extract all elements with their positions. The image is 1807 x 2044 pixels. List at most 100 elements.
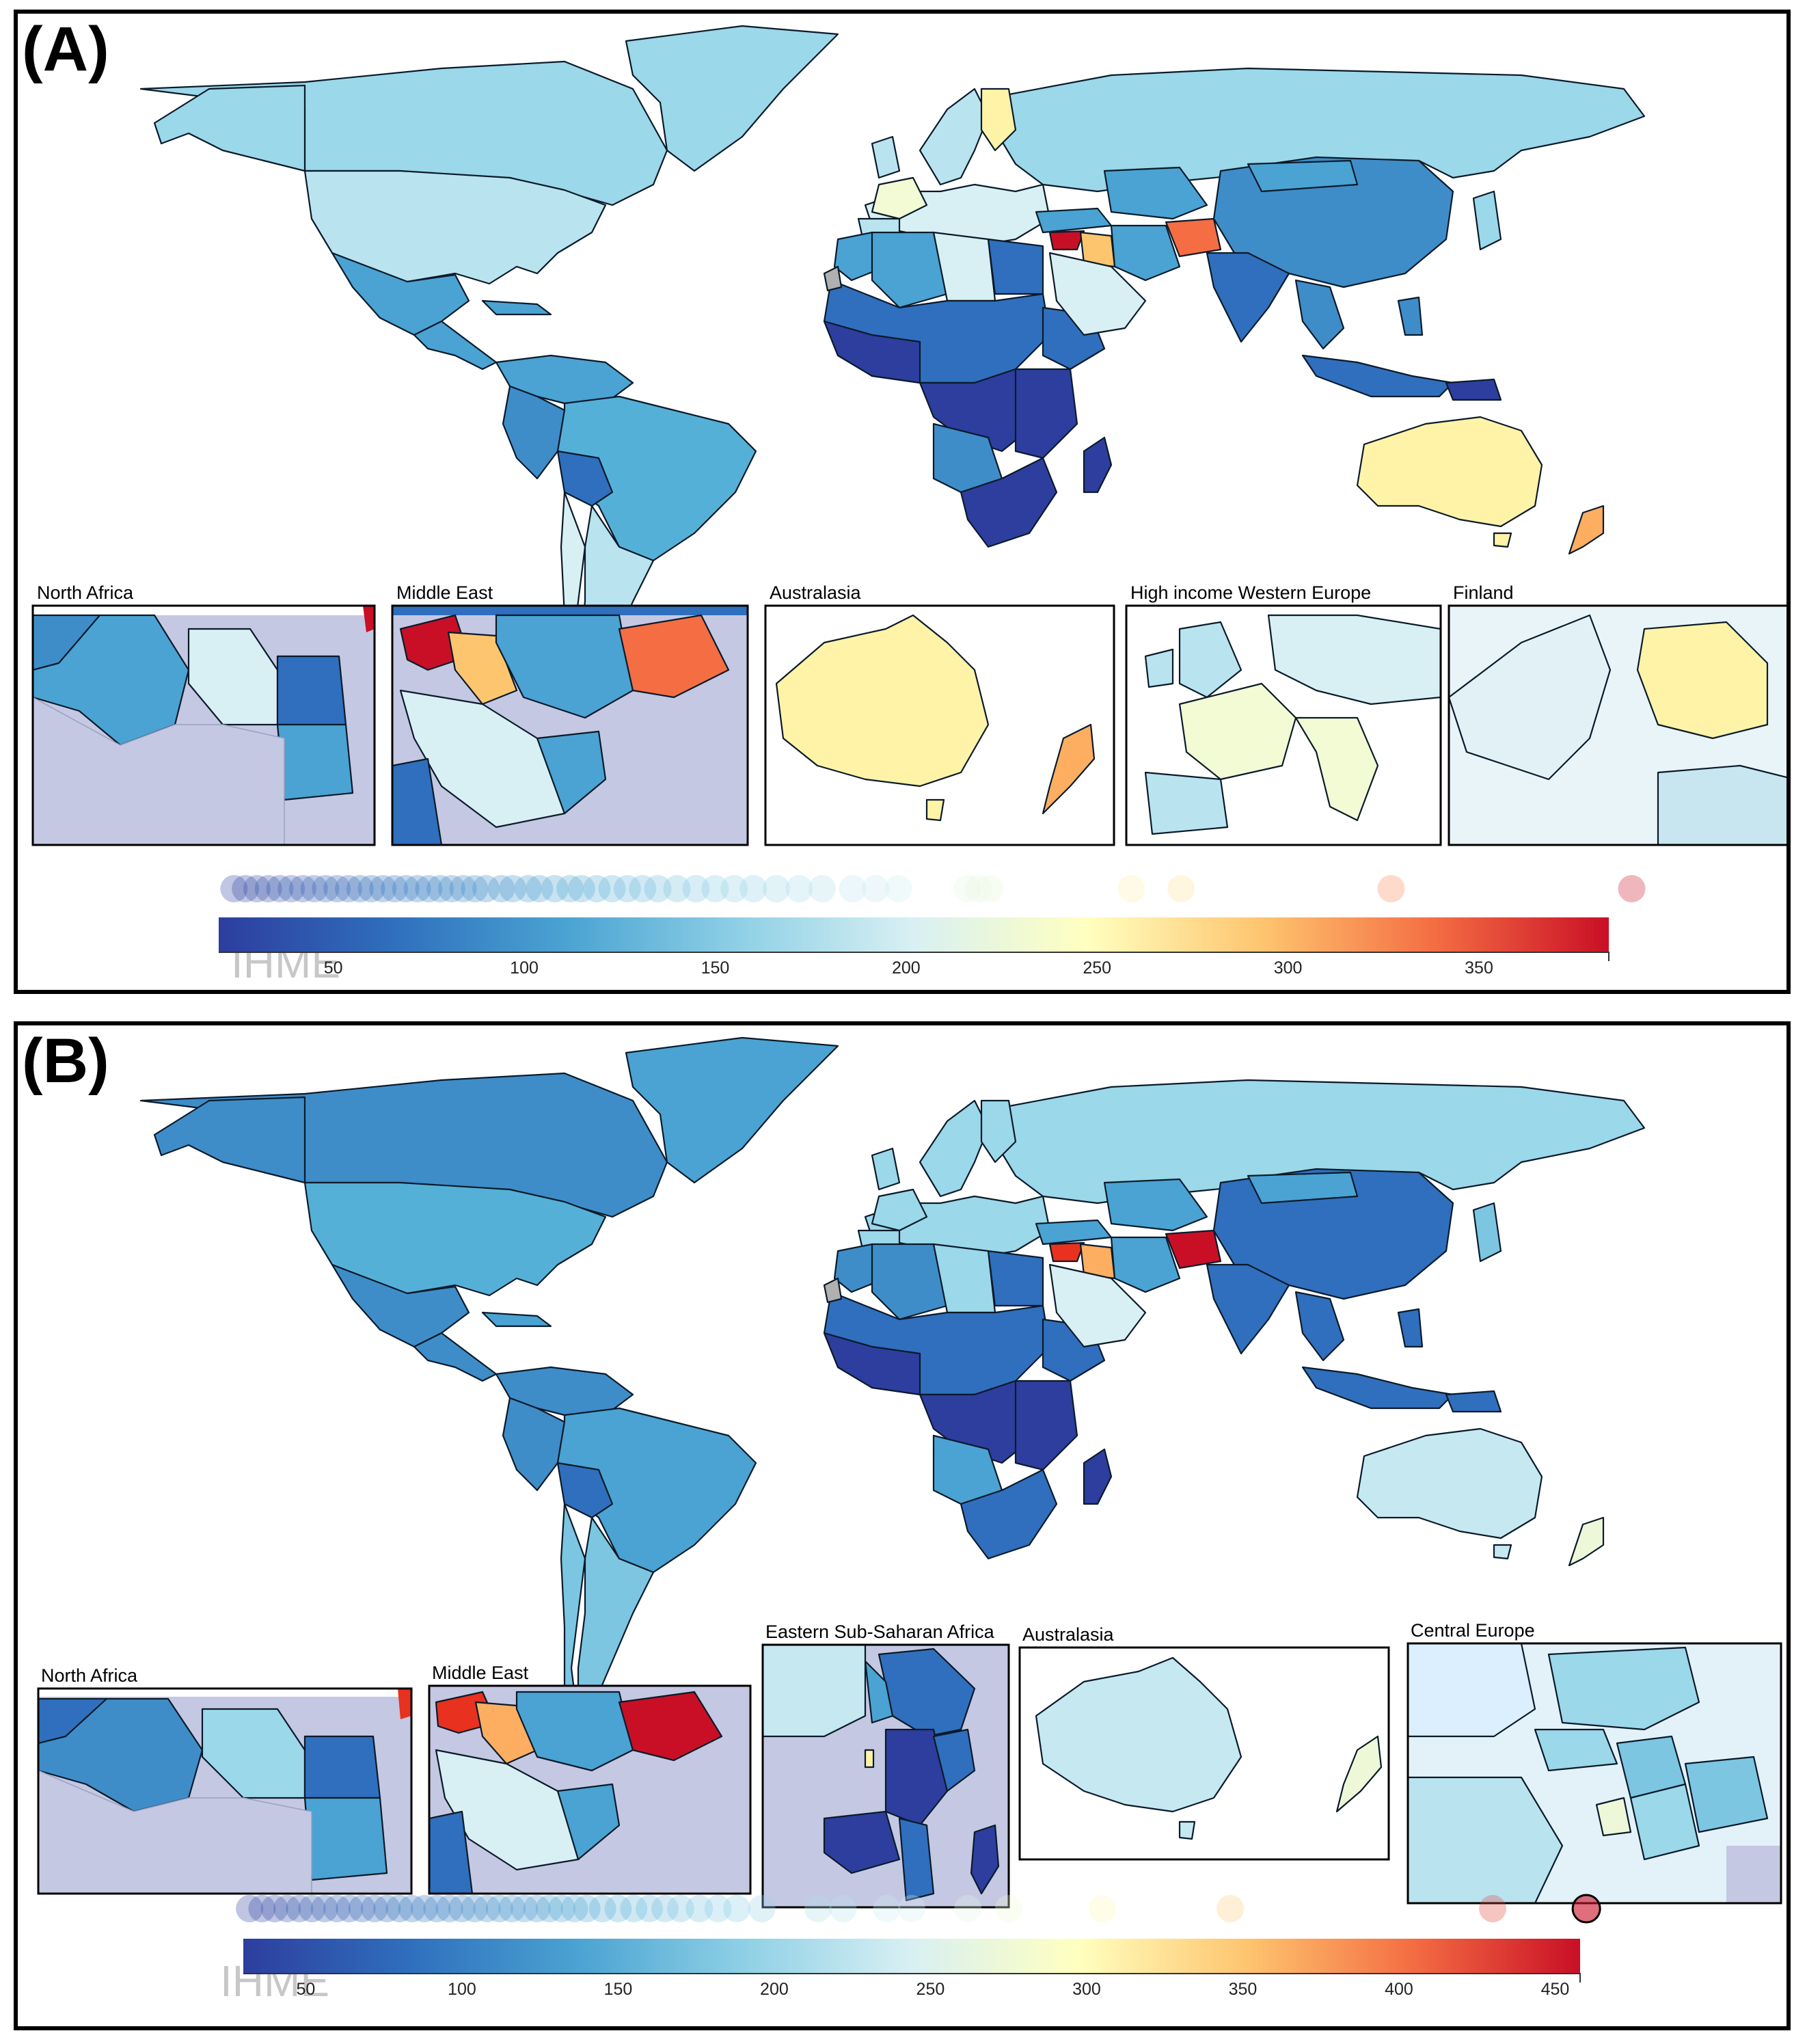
legend-dot xyxy=(829,1895,857,1922)
legend-dot xyxy=(873,1895,901,1922)
legend-dot xyxy=(286,1895,314,1922)
legend-dot xyxy=(288,875,316,902)
legend-dot xyxy=(884,875,912,902)
png xyxy=(1445,378,1502,401)
legend-dot xyxy=(220,875,248,902)
afghanistan xyxy=(1165,217,1222,258)
tasmania xyxy=(1493,1544,1512,1560)
legend-dot xyxy=(266,875,294,902)
legend-dot xyxy=(598,875,626,902)
france xyxy=(871,1188,928,1232)
legend-dot xyxy=(739,875,767,902)
mongolia xyxy=(1247,159,1359,193)
inset-title: Finland xyxy=(1453,582,1514,603)
legend-dot xyxy=(573,1895,601,1922)
inset-b-0: North Africa xyxy=(37,1665,413,1895)
legend-dot xyxy=(644,875,672,902)
finland xyxy=(980,1099,1017,1164)
inset-b-2: Eastern Sub-Saharan Africa xyxy=(761,1622,1010,1909)
greenland xyxy=(625,1036,839,1184)
turkey xyxy=(1035,207,1113,234)
legend-dot xyxy=(243,875,271,902)
syria xyxy=(1048,1241,1085,1263)
russia xyxy=(994,67,1646,193)
inset-a-4: Finland xyxy=(1448,582,1786,846)
colorbar-tick-label: 150 xyxy=(604,1980,633,1999)
legend-dot xyxy=(1217,1895,1245,1922)
legend-dot xyxy=(273,1895,301,1922)
legend-dot xyxy=(541,875,569,902)
legend-dot xyxy=(310,1895,338,1922)
panel-a-label: (A) xyxy=(22,14,109,84)
legend-dot xyxy=(448,1895,476,1922)
legend-dot xyxy=(449,875,477,902)
legend-dot xyxy=(334,875,362,902)
legend-dot xyxy=(954,1895,982,1922)
legend-dot xyxy=(437,875,465,902)
legend-dot xyxy=(236,1895,264,1922)
madagascar xyxy=(1083,436,1113,494)
legend-dot xyxy=(535,1895,563,1922)
legend-dot xyxy=(485,1895,513,1922)
indonesia xyxy=(1301,1366,1454,1410)
legend-dot xyxy=(514,875,542,902)
legend-dot xyxy=(588,1895,616,1922)
colorbar-tick-label: 50 xyxy=(296,1980,315,1999)
colorbar-tick-label: 50 xyxy=(324,958,343,978)
legend-dot xyxy=(499,875,527,902)
tasmania xyxy=(1493,532,1512,548)
legend-dot xyxy=(1479,1895,1507,1922)
legend-dot xyxy=(323,875,351,902)
southern-africa xyxy=(960,457,1058,548)
legend-dot xyxy=(704,1895,732,1922)
legend-dot xyxy=(254,875,282,902)
central-america xyxy=(413,1332,498,1382)
colorbar-ticks: 50 100 150 200 250 300 350 xyxy=(219,952,1609,978)
legend-dot xyxy=(556,875,584,902)
legend-dot xyxy=(663,875,691,902)
legend-dot xyxy=(300,875,328,902)
world-map-b xyxy=(139,1036,1646,1724)
southeast-asia xyxy=(1294,1291,1345,1362)
legend-dot xyxy=(1167,875,1195,902)
legend-a: IHME 50 100 150 200 250 300 350 xyxy=(219,875,1646,987)
legend-dot xyxy=(604,1895,632,1922)
panel-b: (B) xyxy=(14,1021,1791,2030)
colorbar xyxy=(243,1939,1580,1973)
inset-title: Central Europe xyxy=(1411,1620,1535,1641)
legend-dot xyxy=(808,875,836,902)
legend-dot xyxy=(994,1895,1022,1922)
france xyxy=(871,176,928,220)
algeria xyxy=(871,1243,949,1321)
afghanistan xyxy=(1165,1229,1222,1269)
inset-b-1: Middle East xyxy=(428,1663,752,1895)
legend-dot xyxy=(435,1895,463,1922)
inset-title: Eastern Sub-Saharan Africa xyxy=(765,1622,995,1642)
legend-dot xyxy=(560,1895,588,1922)
legend-dot xyxy=(567,875,595,902)
legend-dot xyxy=(232,875,260,902)
legend-dot xyxy=(426,875,454,902)
inset-a-0: North Africa xyxy=(31,582,376,846)
png xyxy=(1445,1390,1502,1413)
legend-dot xyxy=(461,875,489,902)
inset-b-3: Australasia xyxy=(1018,1624,1390,1861)
legend-dot xyxy=(548,1895,576,1922)
legend-dot xyxy=(373,1895,401,1922)
legend-b: IHME 50 100 150 200 250 300 350 400 450 xyxy=(220,1894,1601,2006)
legend-dot xyxy=(381,875,409,902)
legend-dot xyxy=(748,1895,776,1922)
colorbar-tick-label: 250 xyxy=(1083,958,1111,978)
egypt xyxy=(987,238,1044,295)
panel-a: (A) xyxy=(14,10,1791,994)
colorbar-tick-label: 200 xyxy=(760,1980,789,1999)
inset-a-2: Australasia xyxy=(764,582,1115,846)
india xyxy=(1206,252,1290,343)
greenland xyxy=(625,25,839,172)
legend-dots xyxy=(220,875,1646,902)
legend-dots xyxy=(236,1894,1601,1924)
legend-dot xyxy=(511,1895,539,1922)
turkey xyxy=(1035,1219,1113,1246)
legend-dot xyxy=(461,1895,489,1922)
legend-dot xyxy=(415,875,443,902)
